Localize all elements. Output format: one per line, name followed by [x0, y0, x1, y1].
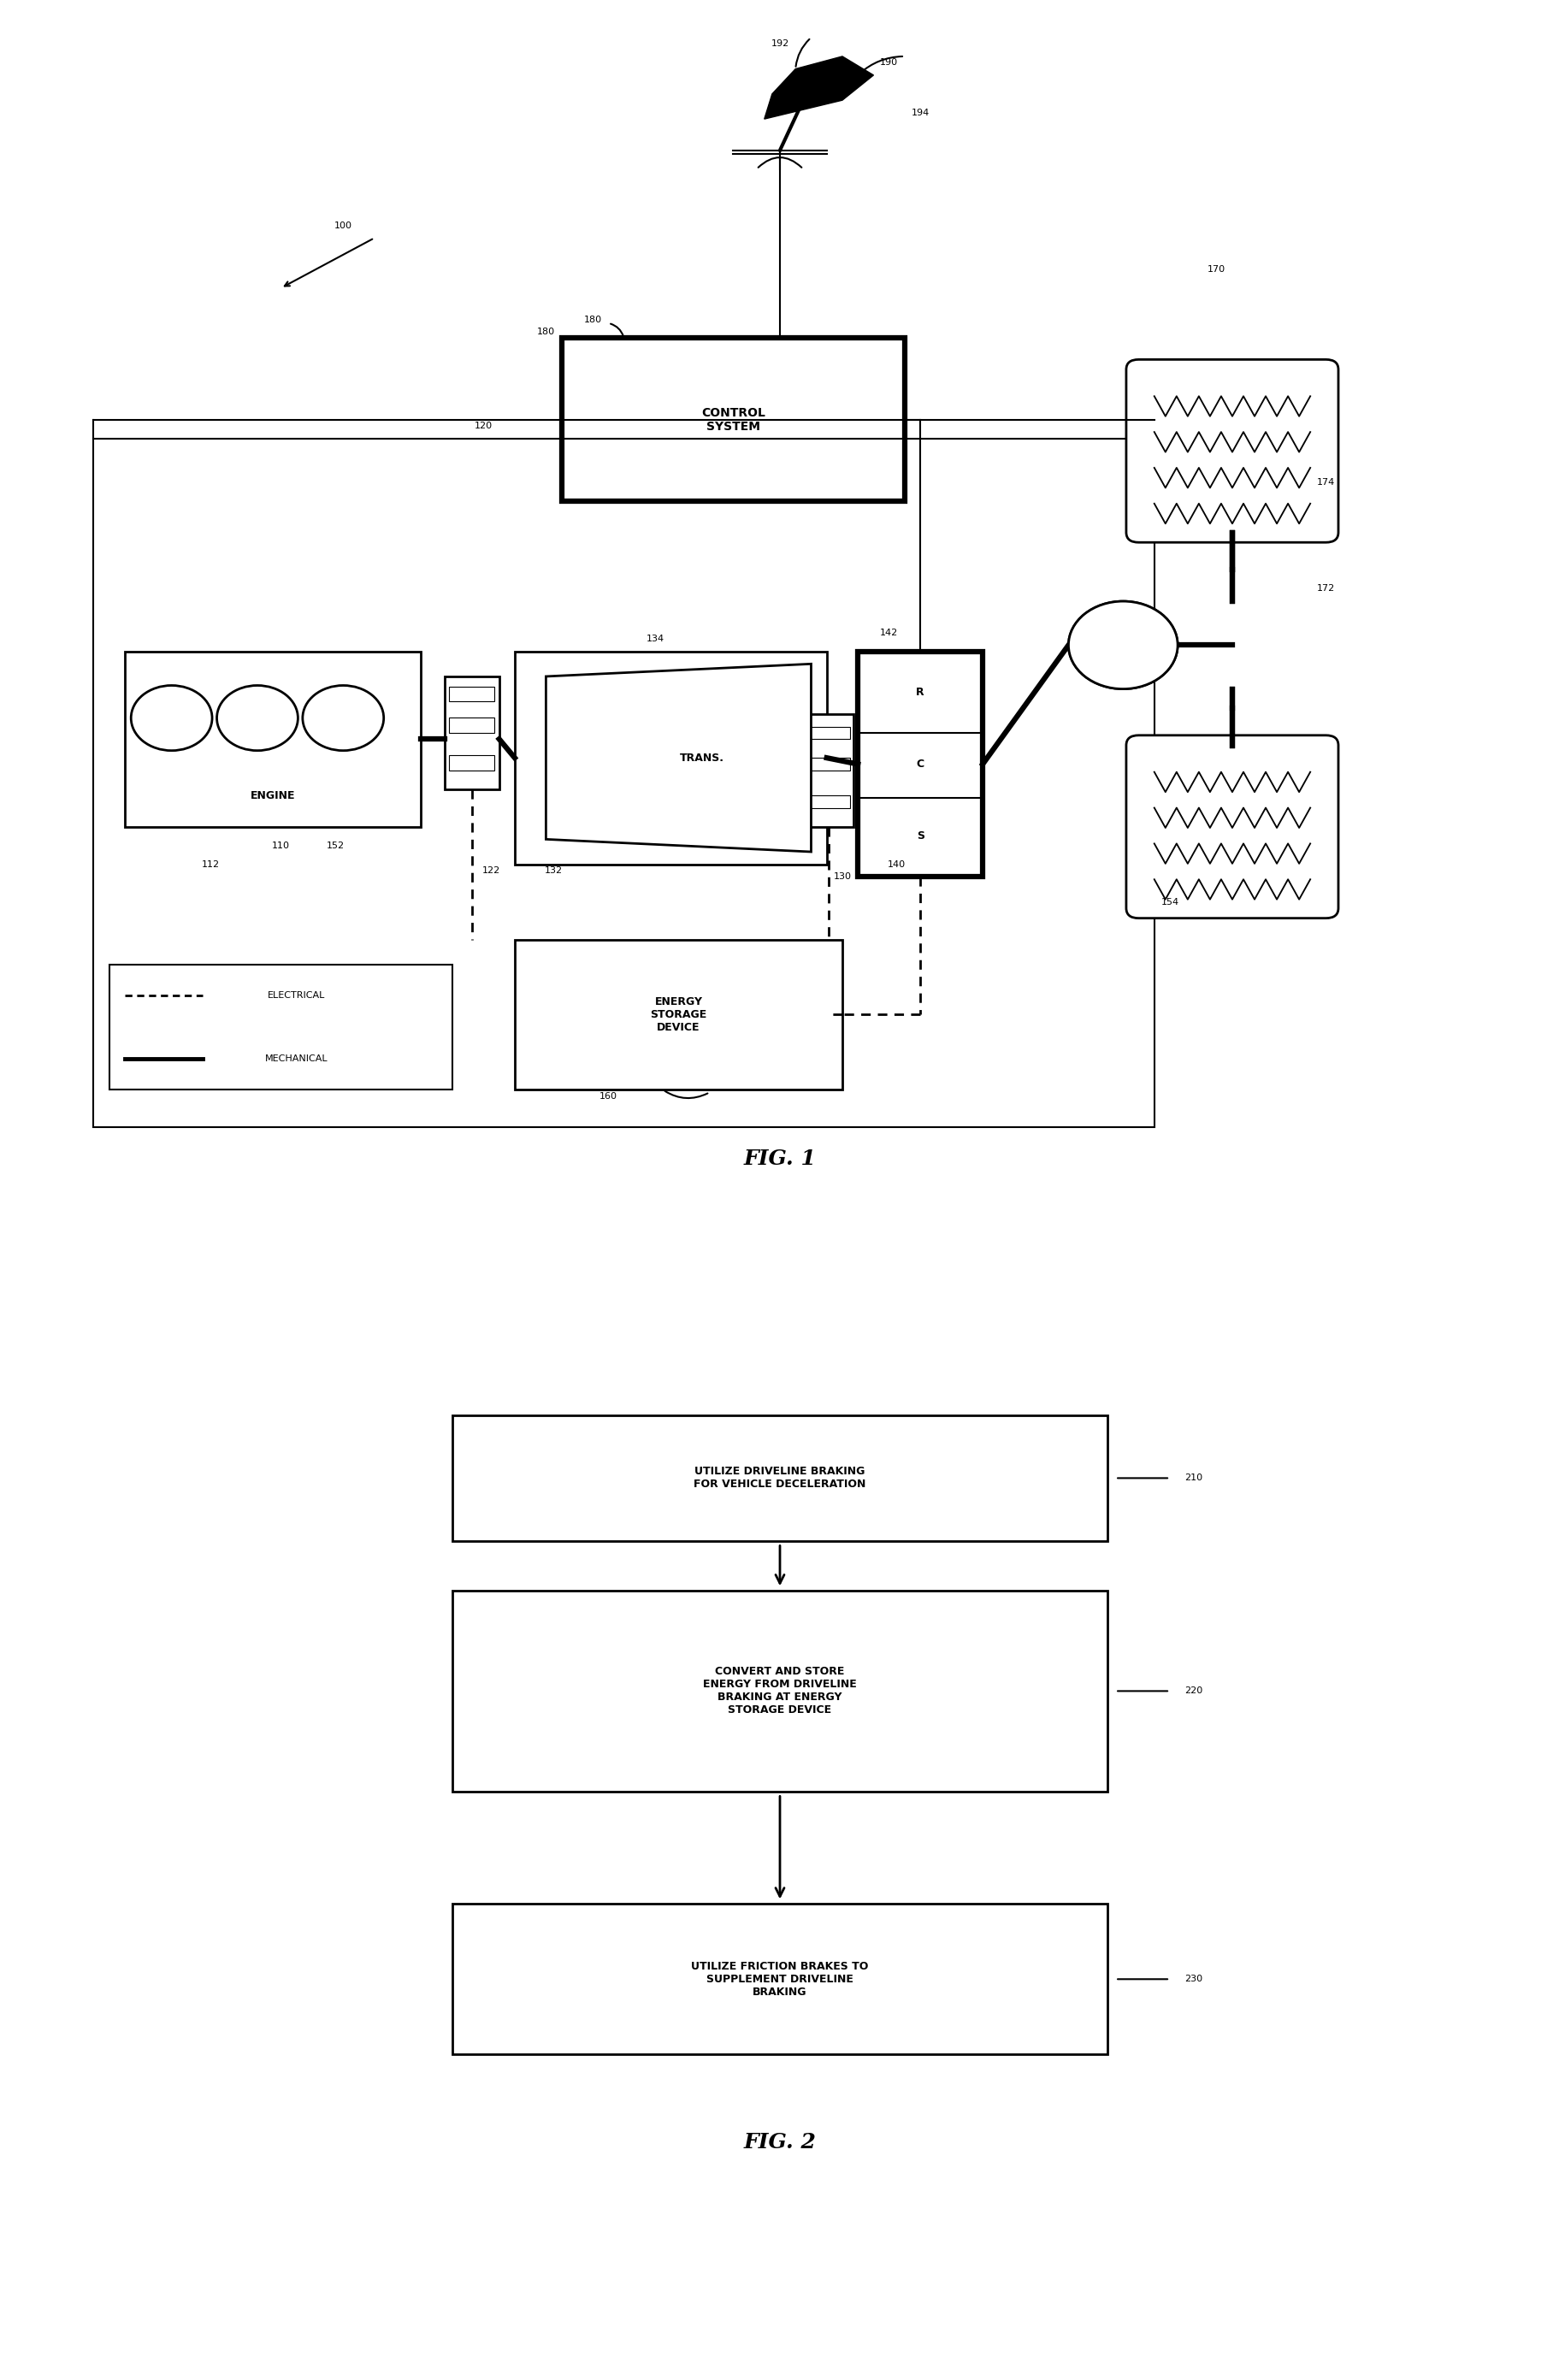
Text: CONTROL
SYSTEM: CONTROL SYSTEM — [700, 407, 765, 433]
Bar — [449, 754, 494, 771]
Text: 190: 190 — [879, 60, 898, 67]
Bar — [806, 726, 850, 740]
Bar — [444, 676, 499, 790]
Text: 210: 210 — [1183, 1473, 1202, 1483]
Text: 230: 230 — [1183, 1975, 1202, 1983]
Text: 174: 174 — [1316, 478, 1335, 486]
Text: 154: 154 — [1160, 897, 1179, 907]
Text: UTILIZE DRIVELINE BRAKING
FOR VEHICLE DECELERATION: UTILIZE DRIVELINE BRAKING FOR VEHICLE DE… — [694, 1466, 865, 1490]
Text: 120: 120 — [474, 421, 493, 431]
Text: UTILIZE FRICTION BRAKES TO
SUPPLEMENT DRIVELINE
BRAKING: UTILIZE FRICTION BRAKES TO SUPPLEMENT DR… — [691, 1961, 868, 1997]
Text: ENGINE: ENGINE — [251, 790, 295, 802]
Polygon shape — [546, 664, 811, 852]
Circle shape — [1068, 602, 1177, 688]
Bar — [452, 1416, 1107, 1540]
Text: FIG. 2: FIG. 2 — [744, 2132, 815, 2152]
Text: R: R — [915, 685, 924, 697]
Text: MECHANICAL: MECHANICAL — [265, 1054, 327, 1064]
Bar — [514, 940, 842, 1090]
Text: 192: 192 — [770, 40, 789, 48]
Text: ENERGY
STORAGE
DEVICE: ENERGY STORAGE DEVICE — [650, 997, 706, 1033]
Text: 194: 194 — [910, 109, 929, 117]
Text: 112: 112 — [201, 859, 220, 869]
Bar — [806, 757, 850, 771]
Bar — [452, 1590, 1107, 1792]
Text: 172: 172 — [1316, 585, 1335, 593]
Text: 110: 110 — [271, 840, 290, 850]
Polygon shape — [764, 57, 873, 119]
Bar — [857, 652, 982, 876]
Bar — [803, 714, 853, 826]
Text: 180: 180 — [536, 328, 555, 336]
Bar — [452, 1904, 1107, 2054]
Bar — [125, 652, 421, 826]
Text: 160: 160 — [599, 1092, 617, 1100]
Bar — [806, 795, 850, 807]
Text: 100: 100 — [334, 221, 352, 231]
Text: 134: 134 — [645, 635, 664, 643]
Text: 142: 142 — [879, 628, 898, 638]
Text: ELECTRICAL: ELECTRICAL — [268, 992, 324, 1000]
Text: CONVERT AND STORE
ENERGY FROM DRIVELINE
BRAKING AT ENERGY
STORAGE DEVICE: CONVERT AND STORE ENERGY FROM DRIVELINE … — [703, 1666, 856, 1716]
FancyBboxPatch shape — [1126, 735, 1338, 919]
Text: FIG. 1: FIG. 1 — [744, 1150, 815, 1169]
Text: 180: 180 — [583, 314, 602, 324]
Text: C: C — [915, 759, 924, 769]
Text: TRANS.: TRANS. — [680, 752, 723, 764]
Bar — [449, 685, 494, 702]
Text: 170: 170 — [1207, 264, 1225, 274]
Text: 130: 130 — [833, 873, 851, 881]
Bar — [109, 964, 452, 1090]
Bar — [514, 652, 826, 864]
Text: 122: 122 — [482, 866, 500, 876]
FancyBboxPatch shape — [1126, 359, 1338, 543]
Text: 152: 152 — [326, 840, 345, 850]
Text: S: S — [917, 831, 923, 843]
Text: 220: 220 — [1183, 1687, 1202, 1695]
Text: 132: 132 — [544, 866, 563, 876]
Bar — [561, 338, 904, 502]
Text: 140: 140 — [887, 859, 906, 869]
Bar — [449, 719, 494, 733]
Bar — [94, 438, 1154, 1128]
